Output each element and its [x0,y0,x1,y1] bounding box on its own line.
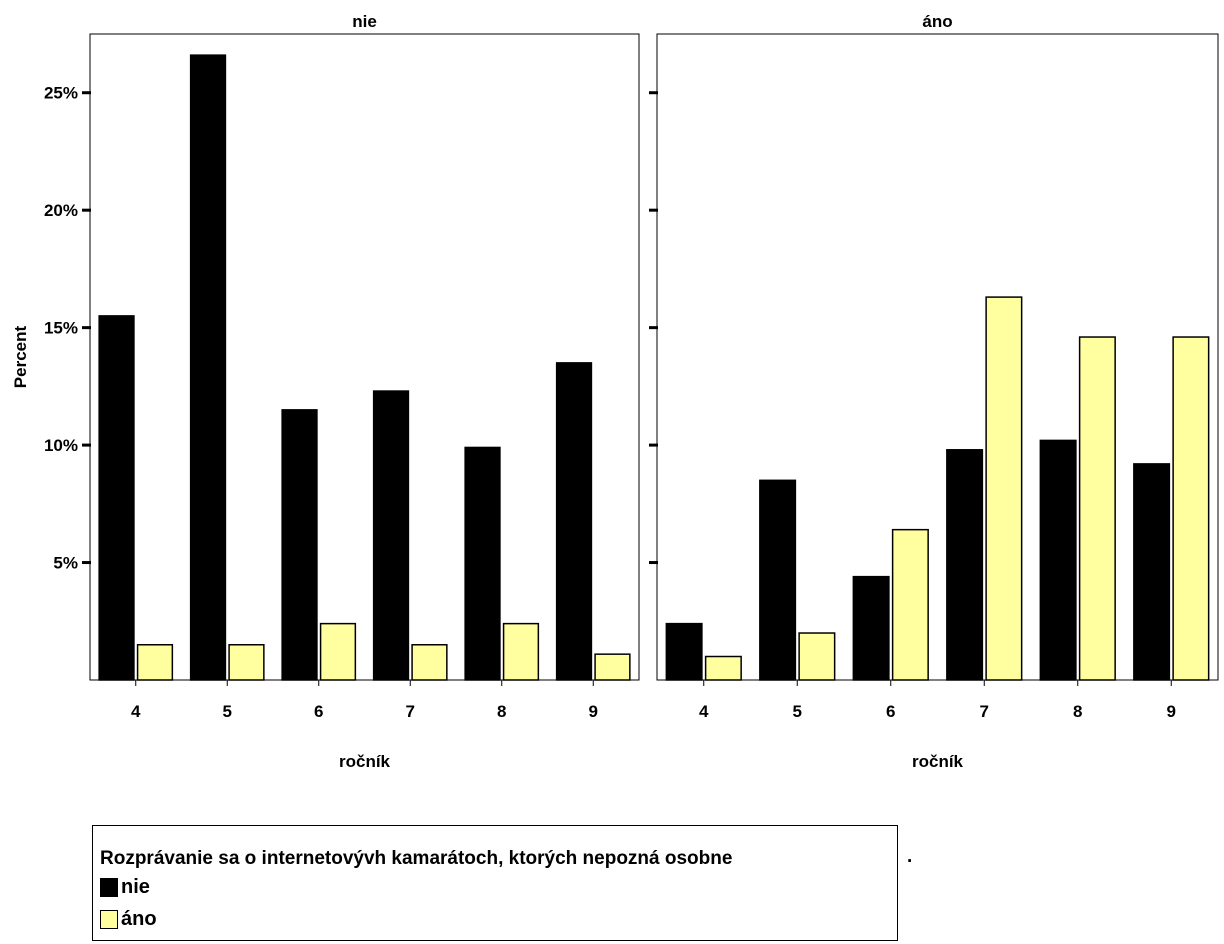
y-tick-label: 25% [44,84,78,103]
panel-2-bar-ano [891,528,929,681]
legend-title: Rozprávanie sa o internetovývh kamarátoc… [100,848,733,869]
panel-1-bar-ano [594,653,631,681]
panel-2-title: áno [922,12,952,31]
panel-2-x-tick-label: 6 [886,702,895,721]
y-axis-title: Percent [11,325,30,388]
panel-2-bar-ano [985,296,1023,681]
panel-2-bar-ano [1172,336,1210,681]
panel-2-x-tick-label: 8 [1073,702,1082,721]
panel-2-bar-nie [1039,439,1077,681]
panel-2-bar-nie [946,449,984,681]
legend-item-nie: nie [100,876,150,899]
panel-2-bar-nie [759,479,797,681]
panel-2-bar-nie [665,622,703,681]
panel-1-x-tick-label: 5 [223,702,232,721]
panel-2-x-tick-label: 4 [699,702,709,721]
legend-label-nie: nie [121,876,150,898]
panel-2-frame [656,33,1219,681]
panel-2-bar-ano [704,655,742,681]
legend-label-ano: áno [121,908,157,930]
panel-2-x-tick-label: 7 [980,702,989,721]
panel-1-bar-ano [319,622,357,681]
panel-1-x-axis-title: ročník [339,752,391,771]
panel-2-bar-ano [1078,336,1116,681]
panel-1-bar-nie [98,315,135,681]
panel-2-x-axis-title: ročník [912,752,964,771]
panel-1-bar-nie [555,362,593,681]
panel-2-x-tick-label: 9 [1167,702,1176,721]
legend-trailing-mark: . [907,846,913,867]
panel-2-bar-nie [1133,463,1171,681]
panel-1-bar-nie [281,409,318,681]
panel-1-bar-ano [136,644,174,681]
legend-swatch-nie [100,878,118,897]
panel-1-bar-ano [502,622,540,681]
panel-1-bar-ano [228,644,265,681]
y-tick-label: 5% [53,554,78,573]
panel-1-title: nie [352,12,377,31]
panel-1-x-tick-label: 6 [314,702,323,721]
panel-1-x-tick-label: 9 [589,702,598,721]
panel-1-bar-ano [411,644,448,681]
legend-swatch-ano [100,910,118,929]
panel-2-bar-nie [852,575,890,681]
legend: Rozprávanie sa o internetovývh kamarátoc… [92,825,898,941]
y-tick-label: 20% [44,201,78,220]
chart-area: Percent nie 5% 10% 15% 20% 25% 4 5 6 7 8 9 ročník áno 4… [11,12,1219,771]
panel-1-bar-nie [189,54,227,681]
panel-1-x-tick-label: 8 [497,702,506,721]
panel-1-bar-nie [464,446,501,681]
panel-1-x-tick-label: 7 [406,702,415,721]
panel-1-x-tick-label: 4 [131,702,141,721]
y-tick-label: 10% [44,436,78,455]
panel-1-bar-nie [372,390,410,681]
panel-2-x-tick-label: 5 [793,702,802,721]
panel-1-frame [89,33,640,681]
y-tick-label: 15% [44,319,78,338]
panel-2-bar-ano [798,632,836,681]
legend-item-ano: áno [100,908,157,931]
